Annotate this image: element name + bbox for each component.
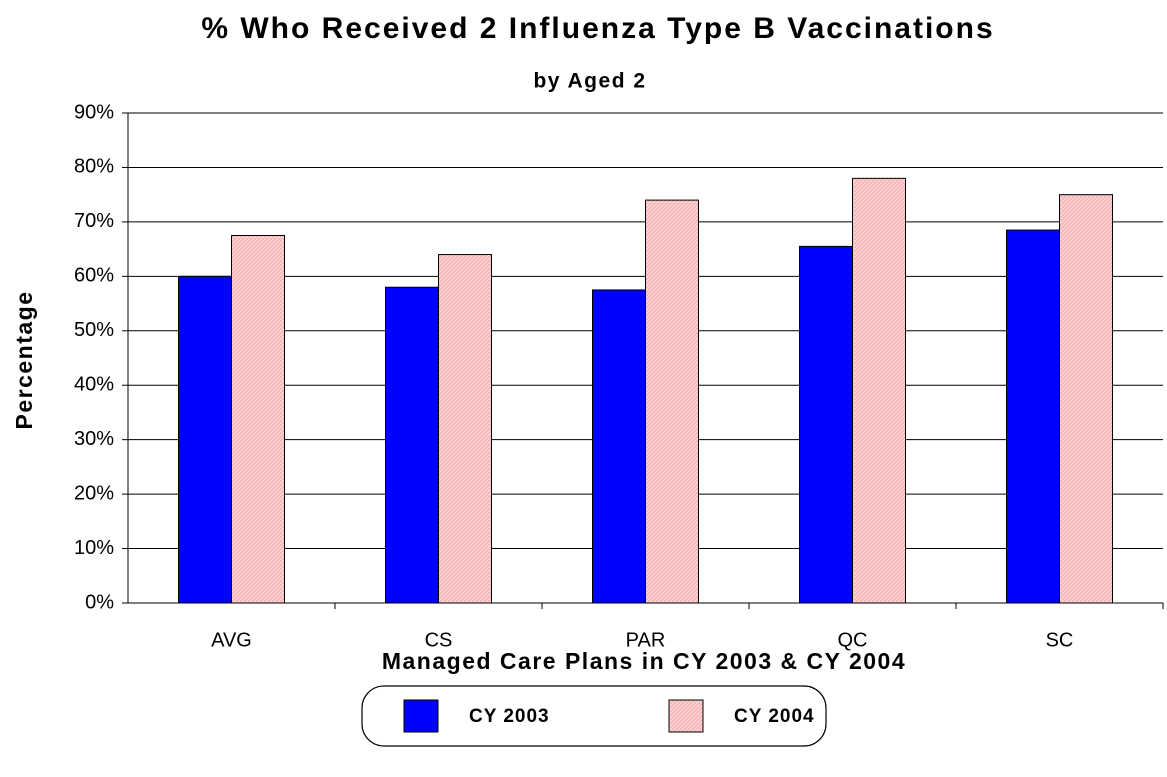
- y-tick-label: 30%: [74, 428, 114, 450]
- bar: [592, 289, 646, 604]
- legend-swatch: [668, 699, 704, 733]
- y-tick-label: 60%: [74, 265, 114, 287]
- y-axis-label: Percentage: [11, 290, 37, 429]
- bar: [645, 199, 699, 604]
- y-tick-label: 20%: [74, 482, 114, 504]
- y-tick-label: 50%: [74, 319, 114, 341]
- bar: [1059, 194, 1113, 604]
- y-tick-label: 70%: [74, 210, 114, 232]
- y-tick-label: 10%: [74, 537, 114, 559]
- bar: [385, 286, 439, 604]
- y-tick-label: 90%: [74, 101, 114, 123]
- x-tick-label: AVG: [211, 629, 252, 651]
- chart-title: % Who Received 2 Influenza Type B Vaccin…: [201, 12, 994, 45]
- legend-swatch: [403, 699, 439, 733]
- x-tick-label: QC: [838, 629, 868, 651]
- y-tick-label: 80%: [74, 156, 114, 178]
- y-tick-label: 0%: [85, 591, 114, 613]
- bar: [231, 235, 285, 604]
- x-tick-label: PAR: [626, 629, 666, 651]
- x-tick-label: SC: [1046, 629, 1074, 651]
- legend-box: [361, 685, 827, 747]
- legend-label: CY 2003: [469, 706, 550, 727]
- legend-label: CY 2004: [734, 706, 815, 727]
- bar: [438, 254, 492, 604]
- bar: [799, 245, 853, 604]
- x-tick-label: CS: [425, 629, 453, 651]
- bar: [178, 275, 232, 604]
- x-axis-label: Managed Care Plans in CY 2003 & CY 2004: [382, 648, 906, 674]
- chart-subtitle: by Aged 2: [533, 70, 646, 93]
- y-tick-label: 40%: [74, 374, 114, 396]
- bar: [1006, 229, 1060, 604]
- bar: [852, 177, 906, 604]
